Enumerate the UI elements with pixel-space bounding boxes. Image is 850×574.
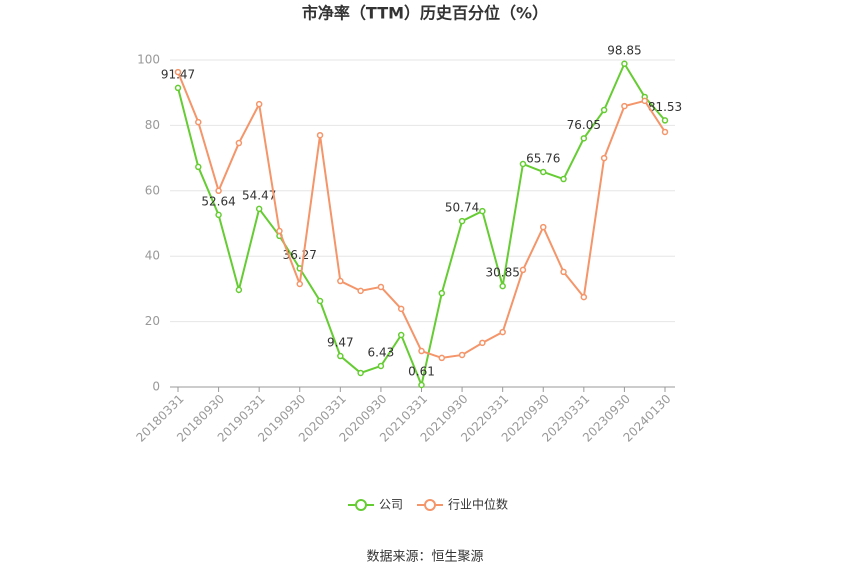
data-point — [580, 135, 588, 142]
data-point — [540, 223, 547, 231]
data-point — [255, 205, 263, 213]
data-point — [438, 354, 446, 362]
data-point — [661, 128, 669, 136]
data-point — [621, 102, 628, 110]
legend-label: 行业中位数 — [448, 497, 508, 512]
data-label: 30.85 — [485, 266, 519, 280]
data-point — [479, 207, 486, 215]
data-point — [580, 293, 588, 301]
data-point — [377, 362, 385, 370]
data-label: 0.61 — [408, 365, 435, 379]
data-point — [499, 328, 506, 336]
data-label: 52.64 — [201, 194, 235, 208]
y-tick-label: 60 — [145, 183, 160, 197]
data-point — [560, 268, 567, 276]
data-label: 36.27 — [283, 248, 317, 262]
data-point — [174, 68, 182, 76]
data-point — [560, 175, 567, 183]
data-label: 76.05 — [567, 118, 601, 132]
y-tick-label: 80 — [145, 118, 160, 132]
data-point — [600, 106, 608, 114]
data-point — [438, 289, 446, 297]
data-point — [316, 131, 324, 139]
data-point — [499, 282, 506, 290]
y-tick-label: 100 — [137, 53, 160, 67]
y-tick-label: 20 — [145, 314, 160, 328]
data-point — [540, 168, 547, 176]
data-point — [174, 84, 182, 92]
data-point — [215, 211, 222, 219]
data-point — [195, 163, 202, 171]
y-tick-label: 40 — [145, 249, 160, 263]
data-label: 9.47 — [327, 336, 354, 350]
data-point — [479, 339, 486, 347]
data-point — [377, 283, 385, 291]
data-point — [215, 187, 222, 195]
chart-title: 市净率（TTM）历史百分位（%） — [302, 4, 548, 23]
data-point — [235, 286, 243, 294]
data-point — [621, 60, 628, 68]
data-point — [337, 352, 344, 360]
legend-marker — [355, 499, 367, 511]
data-point — [337, 277, 344, 285]
data-point — [519, 160, 527, 168]
data-label: 54.47 — [242, 188, 276, 202]
data-label: 50.74 — [445, 201, 479, 215]
data-point — [458, 351, 466, 359]
data-label: 81.53 — [648, 100, 682, 114]
source-note: 数据来源：恒生聚源 — [366, 550, 483, 565]
data-point — [357, 369, 364, 377]
data-label: 65.76 — [526, 151, 560, 165]
data-point — [661, 117, 669, 124]
data-label: 98.85 — [607, 43, 641, 57]
data-point — [276, 227, 283, 235]
data-point — [519, 266, 527, 274]
data-label: 6.43 — [368, 345, 395, 359]
data-point — [235, 139, 243, 147]
legend-label: 公司 — [379, 498, 403, 512]
series-line — [177, 61, 666, 389]
data-point — [458, 217, 466, 225]
data-point — [418, 381, 425, 389]
data-point — [296, 280, 303, 288]
data-point — [357, 287, 364, 295]
legend-marker — [424, 499, 437, 511]
data-point — [255, 100, 263, 108]
data-point — [316, 297, 324, 305]
data-point — [397, 331, 405, 339]
data-point — [600, 154, 608, 162]
data-point — [641, 97, 648, 105]
data-point — [195, 118, 202, 126]
data-point — [418, 347, 425, 355]
y-tick-label: 0 — [152, 380, 160, 394]
data-point — [397, 305, 405, 313]
series-line — [177, 71, 666, 359]
